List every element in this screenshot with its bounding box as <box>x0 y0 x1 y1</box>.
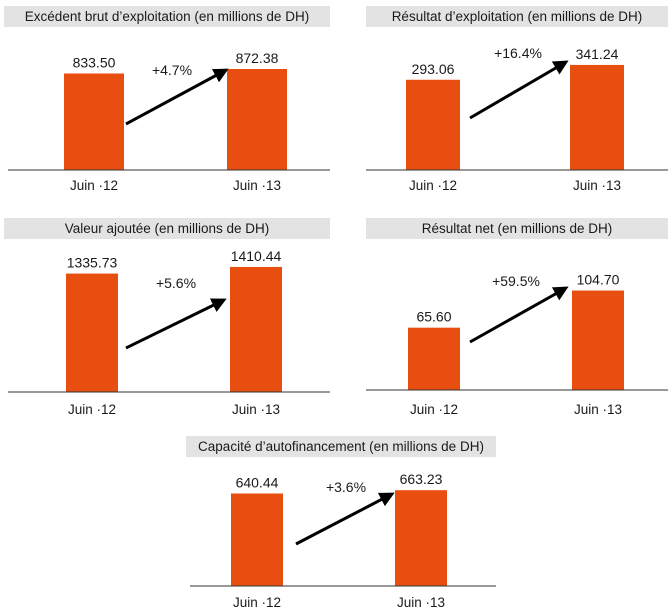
growth-arrow <box>469 60 569 120</box>
x-tick-label: Juin ·12 <box>70 178 118 193</box>
chart-title: Excédent brut d’exploitation (en million… <box>4 6 330 27</box>
chart-panel-valeur-ajoutee: Valeur ajoutée (en millions de DH) 1335.… <box>4 218 330 418</box>
x-tick-label: Juin ·12 <box>68 402 116 417</box>
bar-chart-ebe: 833.50 Juin ·12 872.38 Juin ·13 +4.7% <box>8 50 330 193</box>
x-tick-label: Juin ·13 <box>397 595 445 609</box>
change-label: +59.5% <box>492 273 540 289</box>
x-tick-label: Juin ·12 <box>410 402 458 417</box>
growth-arrow <box>295 492 395 546</box>
bar-chart-resultat-exploitation: 293.06 Juin ·12 341.24 Juin ·13 +16.4% <box>366 45 668 193</box>
bar-juin-13 <box>227 68 287 170</box>
x-tick-label: Juin ·13 <box>573 178 621 193</box>
data-label: 293.06 <box>412 61 455 77</box>
bar-juin-13 <box>395 490 447 586</box>
x-tick-label: Juin ·12 <box>233 595 281 609</box>
x-tick-label: Juin ·12 <box>409 178 457 193</box>
data-label: 663.23 <box>400 471 443 487</box>
bar-chart-valeur-ajoutee: 1335.73 Juin ·12 1410.44 Juin ·13 +5.6% <box>8 248 330 417</box>
chart-panel-ebe: Excédent brut d’exploitation (en million… <box>4 6 330 193</box>
chart-title: Capacité d’autofinancement (en millions … <box>186 436 496 457</box>
data-label: 65.60 <box>416 309 451 325</box>
bar-juin-13 <box>572 290 624 390</box>
bar-juin-13 <box>230 266 282 392</box>
chart-panel-resultat-exploitation: Résultat d’exploitation (en millions de … <box>366 6 668 193</box>
data-label: 104.70 <box>577 272 620 288</box>
change-label: +5.6% <box>156 275 196 291</box>
chart-panel-resultat-net: Résultat net (en millions de DH) 65.60 Ju… <box>366 218 668 418</box>
chart-title: Résultat d’exploitation (en millions de … <box>366 6 668 27</box>
bar-juin-12 <box>406 79 460 170</box>
growth-arrow <box>125 298 227 350</box>
change-label: +4.7% <box>152 62 192 78</box>
data-label: 833.50 <box>73 54 116 70</box>
bar-chart-capacite-autofinancement: 640.44 Juin ·12 663.23 Juin ·13 +3.6% <box>190 471 496 609</box>
growth-arrow <box>469 286 569 344</box>
bar-chart-resultat-net: 65.60 Juin ·12 104.70 Juin ·13 +59.5% <box>366 272 668 417</box>
data-label: 1335.73 <box>67 255 118 271</box>
bar-juin-12 <box>66 273 118 392</box>
change-label: +3.6% <box>326 479 366 495</box>
data-label: 640.44 <box>236 474 279 490</box>
x-tick-label: Juin ·13 <box>233 178 281 193</box>
bar-juin-12 <box>64 73 124 170</box>
data-label: 872.38 <box>236 50 279 66</box>
bar-juin-13 <box>570 64 624 170</box>
change-label: +16.4% <box>494 45 542 61</box>
chart-title: Résultat net (en millions de DH) <box>366 218 668 239</box>
data-label: 1410.44 <box>231 248 282 264</box>
x-tick-label: Juin ·13 <box>232 402 280 417</box>
chart-title: Valeur ajoutée (en millions de DH) <box>4 218 330 239</box>
bar-juin-12 <box>408 327 460 390</box>
growth-arrow <box>125 68 229 126</box>
data-label: 341.24 <box>576 46 619 62</box>
chart-panel-capacite-autofinancement: Capacité d’autofinancement (en millions … <box>186 436 496 609</box>
x-tick-label: Juin ·13 <box>574 402 622 417</box>
bar-juin-12 <box>231 493 283 586</box>
